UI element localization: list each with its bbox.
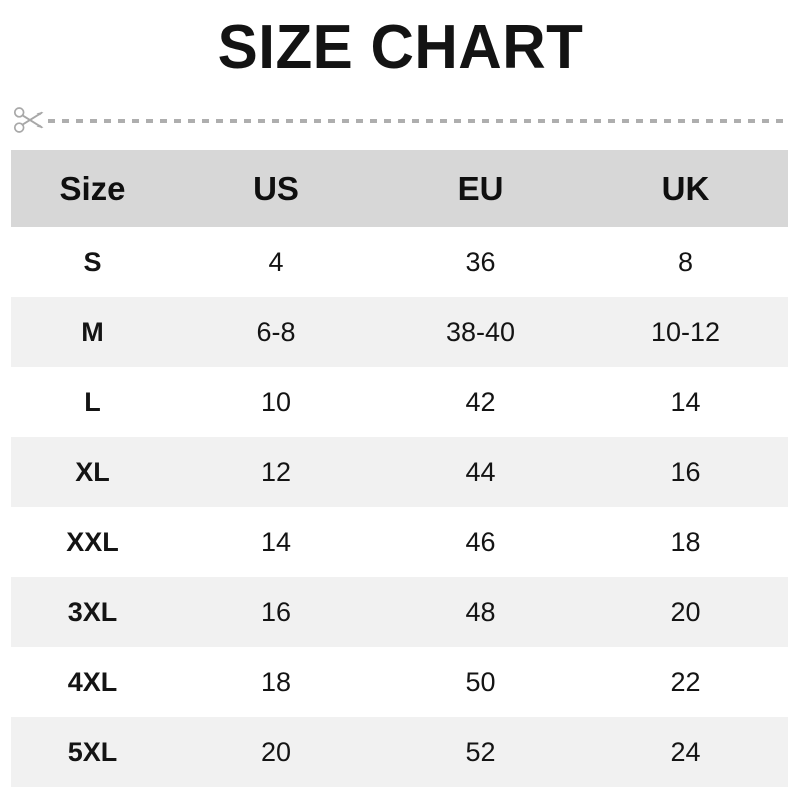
cell-eu: 46: [378, 507, 583, 577]
table-row: XXL 14 46 18: [11, 507, 788, 577]
column-header-size: Size: [11, 150, 174, 227]
cell-eu: 48: [378, 577, 583, 647]
size-table: Size US EU UK S 4 36 8 M 6-8 38-40 10-12: [11, 150, 788, 787]
table-row: S 4 36 8: [11, 227, 788, 297]
column-header-us: US: [174, 150, 378, 227]
table-header: Size US EU UK: [11, 150, 788, 227]
cell-eu: 38-40: [378, 297, 583, 367]
cell-uk: 20: [583, 577, 788, 647]
cell-size: S: [11, 227, 174, 297]
scissors-icon: [11, 103, 47, 137]
cell-eu: 36: [378, 227, 583, 297]
size-table-container: Size US EU UK S 4 36 8 M 6-8 38-40 10-12: [11, 150, 788, 787]
cell-us: 12: [174, 437, 378, 507]
dashed-cut-line: [48, 118, 789, 123]
cell-us: 14: [174, 507, 378, 577]
cell-us: 20: [174, 717, 378, 787]
cell-uk: 16: [583, 437, 788, 507]
cell-uk: 22: [583, 647, 788, 717]
table-row: 4XL 18 50 22: [11, 647, 788, 717]
column-header-uk: UK: [583, 150, 788, 227]
cell-us: 18: [174, 647, 378, 717]
cell-uk: 24: [583, 717, 788, 787]
cell-us: 4: [174, 227, 378, 297]
table-row: M 6-8 38-40 10-12: [11, 297, 788, 367]
table-row: L 10 42 14: [11, 367, 788, 437]
page-title: SIZE CHART: [217, 13, 583, 82]
title-container: SIZE CHART: [0, 0, 800, 96]
table-header-row: Size US EU UK: [11, 150, 788, 227]
cell-uk: 10-12: [583, 297, 788, 367]
cell-size: 5XL: [11, 717, 174, 787]
cell-eu: 42: [378, 367, 583, 437]
cell-size: M: [11, 297, 174, 367]
cell-size: 4XL: [11, 647, 174, 717]
table-row: XL 12 44 16: [11, 437, 788, 507]
cell-size: XL: [11, 437, 174, 507]
cut-line: [11, 102, 789, 138]
cell-us: 6-8: [174, 297, 378, 367]
cell-uk: 14: [583, 367, 788, 437]
table-row: 3XL 16 48 20: [11, 577, 788, 647]
column-header-eu: EU: [378, 150, 583, 227]
cell-us: 16: [174, 577, 378, 647]
table-row: 5XL 20 52 24: [11, 717, 788, 787]
cell-uk: 18: [583, 507, 788, 577]
table-body: S 4 36 8 M 6-8 38-40 10-12 L 10 42 14: [11, 227, 788, 787]
cell-eu: 52: [378, 717, 583, 787]
cell-us: 10: [174, 367, 378, 437]
cell-eu: 44: [378, 437, 583, 507]
cell-size: XXL: [11, 507, 174, 577]
cell-size: 3XL: [11, 577, 174, 647]
cell-size: L: [11, 367, 174, 437]
cell-uk: 8: [583, 227, 788, 297]
cell-eu: 50: [378, 647, 583, 717]
